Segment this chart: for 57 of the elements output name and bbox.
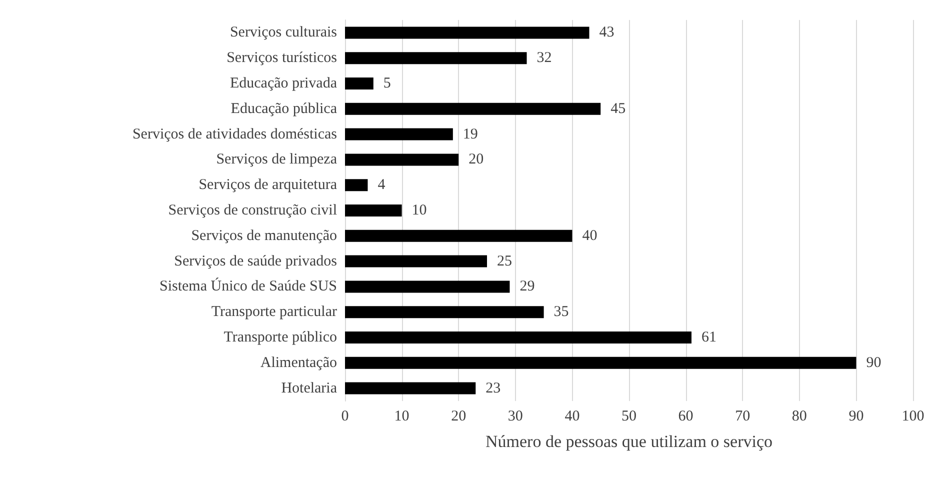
y-tick-label: Serviços de construção civil — [168, 202, 337, 218]
y-tick-label: Hotelaria — [281, 380, 338, 396]
bar — [345, 179, 368, 192]
data-label: 10 — [412, 202, 427, 218]
bar — [345, 356, 856, 369]
data-label: 23 — [486, 380, 501, 396]
bar — [345, 230, 572, 242]
x-tick-label: 0 — [341, 408, 349, 424]
bar — [345, 52, 527, 64]
data-label: 4 — [378, 177, 386, 194]
data-label: 40 — [582, 228, 598, 244]
bar — [345, 382, 476, 394]
x-tick-label: 60 — [678, 408, 694, 424]
y-tick-label: Serviços de saúde privados — [174, 253, 338, 270]
bar — [345, 280, 510, 293]
data-label: 90 — [866, 354, 882, 371]
y-tick-label: Serviços de arquitetura — [198, 177, 338, 194]
x-tick-label: 30 — [508, 408, 523, 424]
bar — [345, 26, 590, 39]
x-tick-label: 80 — [792, 408, 807, 424]
data-label: 43 — [599, 24, 614, 41]
data-label: 20 — [468, 152, 484, 168]
x-tick-label: 20 — [451, 408, 466, 424]
y-tick-label: Serviços turísticos — [226, 50, 338, 66]
bar — [345, 102, 601, 115]
x-tick-label: 50 — [622, 408, 636, 424]
bar — [345, 128, 453, 140]
x-axis-title: Número de pessoas que utilizam o serviço — [485, 432, 773, 451]
y-tick-label: Serviços de atividades domésticas — [132, 126, 338, 142]
y-tick-label: Transporte particular — [211, 304, 337, 320]
bar — [345, 255, 487, 268]
y-tick-label: Alimentação — [260, 354, 337, 371]
y-tick-label: Educação pública — [230, 100, 338, 117]
data-label: 29 — [520, 278, 535, 295]
x-tick-label: 70 — [735, 408, 750, 424]
y-tick-label: Serviços de limpeza — [216, 152, 338, 168]
data-label: 25 — [497, 253, 512, 270]
data-label: 35 — [554, 304, 569, 320]
data-label: 19 — [462, 126, 478, 142]
data-label: 45 — [610, 100, 626, 117]
x-tick-label: 10 — [394, 408, 410, 424]
data-label: 61 — [701, 330, 716, 346]
data-label: 32 — [536, 50, 552, 66]
x-tick-label: 90 — [848, 408, 864, 424]
bar — [345, 78, 374, 90]
bar — [345, 332, 692, 344]
bar — [345, 306, 544, 318]
data-label: 5 — [383, 76, 391, 92]
x-tick-label: 40 — [564, 408, 580, 424]
y-tick-label: Serviços de manutenção — [191, 228, 337, 244]
y-tick-label: Transporte público — [224, 330, 337, 346]
y-tick-label: Sistema Único de Saúde SUS — [160, 278, 337, 295]
bar — [345, 154, 459, 166]
x-tick-label: 100 — [902, 408, 924, 424]
bar — [345, 204, 402, 216]
y-tick-label: Serviços culturais — [230, 24, 338, 41]
y-tick-label: Educação privada — [230, 76, 338, 92]
